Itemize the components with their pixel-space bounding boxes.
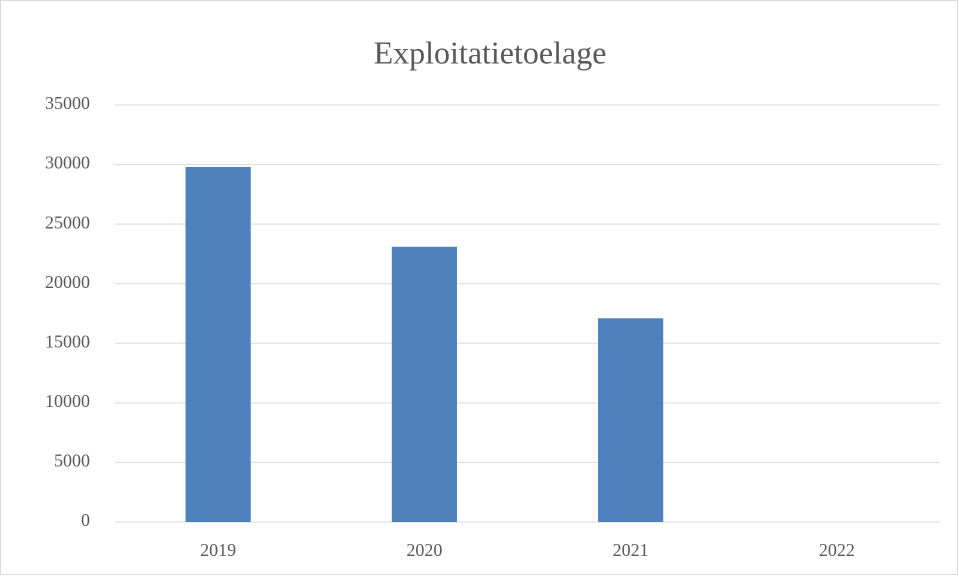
chart-title: Exploitatietoelage <box>374 34 607 70</box>
y-tick-label: 0 <box>81 510 90 530</box>
x-tick-label: 2022 <box>819 540 855 560</box>
y-tick-label: 5000 <box>54 451 90 471</box>
x-tick-label: 2020 <box>406 540 442 560</box>
y-tick-label: 35000 <box>45 93 90 113</box>
y-tick-label: 15000 <box>45 331 90 351</box>
bar <box>391 246 457 522</box>
x-tick-label: 2019 <box>200 540 236 560</box>
bar <box>185 166 251 522</box>
y-tick-label: 10000 <box>45 391 90 411</box>
y-tick-label: 25000 <box>45 212 90 232</box>
x-tick-label: 2021 <box>613 540 649 560</box>
y-tick-label: 30000 <box>45 153 90 173</box>
y-tick-label: 20000 <box>45 272 90 292</box>
bar <box>598 318 664 522</box>
